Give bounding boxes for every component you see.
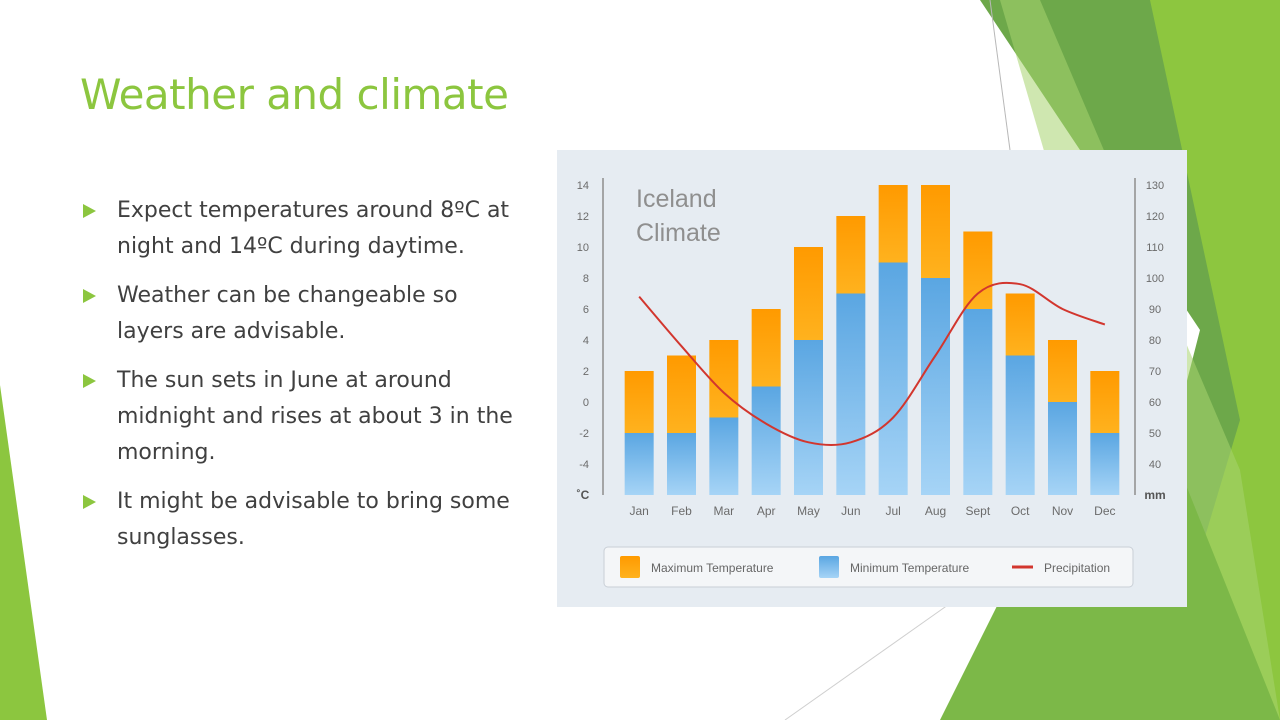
right-tick-label: 100 xyxy=(1146,273,1164,285)
left-tick-label: 10 xyxy=(577,242,589,254)
left-tick-label: -4 xyxy=(579,459,589,471)
right-tick-label: 70 xyxy=(1149,366,1161,378)
precipitation-line xyxy=(638,281,1106,447)
bullet-item: It might be advisable to bring some sung… xyxy=(80,484,525,556)
x-tick-label: Nov xyxy=(1052,504,1073,518)
bullet-text: The sun sets in June at around midnight … xyxy=(117,368,513,465)
x-tick-label: May xyxy=(797,504,820,518)
bar-min-temperature xyxy=(709,417,739,495)
bar-min-temperature xyxy=(836,293,866,495)
slide-title: Weather and climate xyxy=(80,70,509,119)
bar-min-temperature xyxy=(751,386,781,495)
left-tick-label: -2 xyxy=(579,428,589,440)
left-tick-label: 14 xyxy=(577,180,589,192)
legend-min-label: Minimum Temperature xyxy=(850,561,969,575)
bullet-arrow-icon xyxy=(83,289,96,303)
left-tick-label: 4 xyxy=(583,335,589,347)
bar-max-temperature xyxy=(1048,340,1077,402)
left-tick-label: 2 xyxy=(583,366,589,378)
climate-chart-svg: 14 12 10 8 6 4 2 0 -2 -4 ˚C 130 120 110 100 90 80 70 60 50 4… xyxy=(577,178,1166,588)
right-tick-label: 90 xyxy=(1149,304,1161,316)
right-tick-label: 80 xyxy=(1149,335,1161,347)
right-axis-unit: mm xyxy=(1144,488,1165,502)
bar-max-temperature xyxy=(624,371,654,433)
x-tick-label: Jul xyxy=(885,504,900,518)
chart-title-line: Iceland xyxy=(636,185,717,213)
legend-max-label: Maximum Temperature xyxy=(651,561,774,575)
x-tick-label: Mar xyxy=(713,504,734,518)
thin-line-upper xyxy=(989,0,1011,151)
legend-max-swatch xyxy=(620,556,640,578)
x-tick-label: Oct xyxy=(1011,504,1030,518)
bar-min-temperature xyxy=(1005,355,1035,495)
right-tick-label: 120 xyxy=(1146,211,1164,223)
bullet-text: Expect temperatures around 8ºC at night … xyxy=(117,198,510,259)
x-tick-label: Sept xyxy=(965,504,990,518)
thin-line-lower xyxy=(784,599,956,720)
left-tick-label: 8 xyxy=(583,273,589,285)
bullet-item: The sun sets in June at around midnight … xyxy=(80,363,525,471)
bar-min-temperature xyxy=(963,309,993,495)
bar-max-temperature xyxy=(751,309,781,387)
bullet-arrow-icon xyxy=(83,204,96,218)
chart-title-line: Climate xyxy=(636,219,721,247)
bar-min-temperature xyxy=(921,278,950,495)
bar-min-temperature xyxy=(1090,433,1120,495)
left-tick-label: 0 xyxy=(583,397,589,409)
left-tick-label: 6 xyxy=(583,304,589,316)
bar-max-temperature xyxy=(667,355,696,433)
bullet-item: Weather can be changeable so layers are … xyxy=(80,278,525,350)
bar-max-temperature xyxy=(963,231,993,309)
bullet-arrow-icon xyxy=(83,495,96,509)
right-tick-label: 60 xyxy=(1149,397,1161,409)
bar-min-temperature xyxy=(624,433,654,495)
bullet-list: Expect temperatures around 8ºC at night … xyxy=(80,193,525,569)
right-tick-label: 130 xyxy=(1146,180,1164,192)
x-tick-label: Dec xyxy=(1094,504,1115,518)
legend-min-swatch xyxy=(819,556,839,578)
bullet-text: It might be advisable to bring some sung… xyxy=(117,489,510,550)
bar-min-temperature xyxy=(1048,402,1077,495)
bar-max-temperature xyxy=(836,216,866,294)
x-tick-label: Jan xyxy=(629,504,648,518)
bar-max-temperature xyxy=(709,340,739,418)
climate-chart: 14 12 10 8 6 4 2 0 -2 -4 ˚C 130 120 110 100 90 80 70 60 50 4… xyxy=(557,150,1187,607)
bullet-arrow-icon xyxy=(83,374,96,388)
bar-min-temperature xyxy=(794,340,823,495)
bar-max-temperature xyxy=(1005,293,1035,356)
right-tick-label: 50 xyxy=(1149,428,1161,440)
legend-box xyxy=(603,546,1134,588)
bullet-text: Weather can be changeable so layers are … xyxy=(117,283,458,344)
bar-max-temperature xyxy=(794,247,823,340)
bar-max-temperature xyxy=(878,185,908,263)
right-tick-label: 40 xyxy=(1149,459,1161,471)
x-tick-label: Apr xyxy=(757,504,776,518)
left-axis-unit: ˚C xyxy=(577,488,590,502)
left-green-shape xyxy=(0,385,47,720)
legend-precipitation-label: Precipitation xyxy=(1044,561,1110,575)
bar-min-temperature xyxy=(667,433,696,495)
x-tick-label: Feb xyxy=(671,504,692,518)
x-tick-label: Aug xyxy=(925,504,946,518)
right-tick-label: 110 xyxy=(1146,242,1164,254)
left-tick-label: 12 xyxy=(577,211,589,223)
bar-min-temperature xyxy=(878,262,908,495)
bar-max-temperature xyxy=(1090,371,1120,433)
bullet-item: Expect temperatures around 8ºC at night … xyxy=(80,193,525,265)
x-tick-label: Jun xyxy=(841,504,860,518)
bar-max-temperature xyxy=(921,185,950,278)
